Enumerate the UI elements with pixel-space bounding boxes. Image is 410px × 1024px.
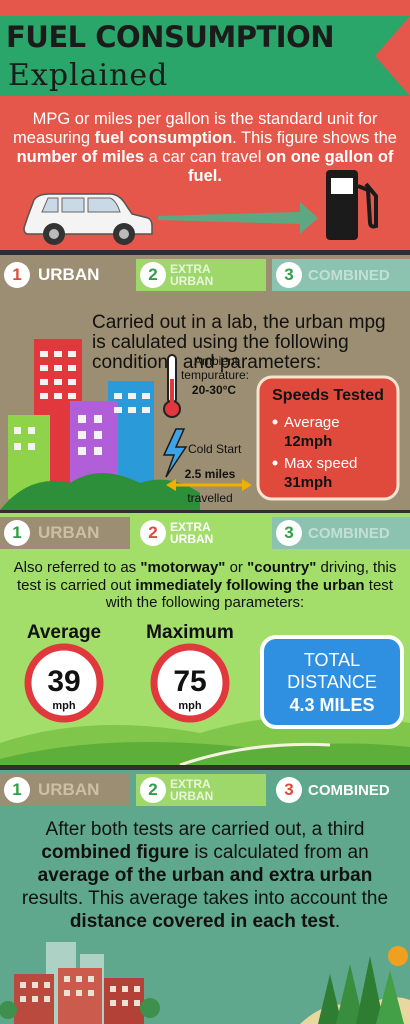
- tab-urban[interactable]: 1 URBAN: [0, 517, 130, 549]
- ambient-label-2: tempurature:: [181, 368, 249, 382]
- tab-label: URBAN: [38, 780, 100, 799]
- distance-label: travelled: [187, 491, 232, 505]
- tab-number: 3: [276, 262, 302, 288]
- tab-label: URBAN: [38, 265, 100, 284]
- tab-number: 1: [4, 262, 30, 288]
- tab-label: COMBINED: [308, 781, 390, 799]
- speeds-title: Speeds Tested: [272, 387, 384, 404]
- tab-label: URBAN: [38, 523, 100, 542]
- tab-urban[interactable]: 1 URBAN: [0, 259, 130, 291]
- car-to-pump-illustration: [23, 170, 378, 245]
- speed-value: 31mph: [284, 474, 332, 491]
- tab-label: COMBINED: [308, 524, 390, 542]
- extra-urban-description: Also referred to as "motorway" or "count…: [13, 559, 397, 611]
- tab-urban[interactable]: 1 URBAN: [0, 774, 130, 806]
- average-value: 39: [47, 665, 80, 698]
- maximum-label: Maximum: [146, 622, 234, 643]
- total-line-2: DISTANCE: [287, 672, 377, 692]
- speed-value: 12mph: [284, 433, 332, 450]
- combined-illustration: [0, 942, 410, 1024]
- total-distance-panel: [260, 635, 404, 729]
- average-unit: mph: [52, 700, 76, 712]
- total-line-1: TOTAL: [304, 650, 360, 670]
- distance-value: 2.5 miles: [185, 467, 236, 481]
- tab-number: 3: [276, 777, 302, 803]
- tab-number: 1: [4, 520, 30, 546]
- town-buildings-icon: [0, 942, 160, 1024]
- tab-combined[interactable]: 3 COMBINED: [272, 517, 410, 549]
- distance-arrow-icon: [166, 479, 252, 491]
- tab-combined[interactable]: 3 COMBINED: [272, 259, 410, 291]
- speed-label: Average: [284, 414, 340, 431]
- urban-description: Carried out in a lab, the urban mpg is c…: [92, 312, 386, 373]
- total-line-3: 4.3 MILES: [289, 695, 374, 715]
- tab-extra-urban[interactable]: 2 EXTRA URBAN: [136, 517, 266, 549]
- intro-text: MPG or miles per gallon is the standard …: [13, 110, 397, 185]
- tab-extra-urban[interactable]: 2 EXTRA URBAN: [136, 774, 266, 806]
- tab-number: 2: [140, 520, 166, 546]
- maximum-value: 75: [173, 665, 206, 698]
- tab-label: EXTRA URBAN: [170, 520, 214, 546]
- cold-start-label: Cold Start: [188, 442, 242, 456]
- tab-extra-urban[interactable]: 2 EXTRA URBAN: [136, 259, 266, 291]
- ambient-label-1: Ambient: [194, 354, 239, 368]
- tab-number: 2: [140, 777, 166, 803]
- tab-number: 2: [140, 262, 166, 288]
- tab-label: EXTRA URBAN: [170, 262, 214, 288]
- average-speed-sign-icon: [24, 643, 104, 723]
- tab-number: 3: [276, 520, 302, 546]
- average-label: Average: [27, 622, 101, 643]
- fuel-pump-icon: [326, 170, 378, 240]
- lightning-icon: [162, 428, 188, 478]
- urban-illustration: Ambient tempurature: 20-30°C Cold Start …: [0, 339, 400, 510]
- speed-label: Max speed: [284, 455, 357, 472]
- road-icon: [179, 742, 331, 765]
- combined-description: After both tests are carried out, a thir…: [21, 819, 389, 932]
- combined-section: 1 URBAN 2 EXTRA URBAN 3 COMBINED After bo…: [0, 770, 410, 1024]
- tab-bar: 1 URBAN 2 EXTRA URBAN 3 COMBINED: [0, 255, 410, 295]
- arrow-icon: [158, 202, 318, 234]
- extra-urban-illustration: Average Maximum 39 mph 75 mph TOTAL DIST…: [0, 622, 410, 765]
- header-banner: FUEL CONSUMPTION Explained MPG or miles …: [0, 0, 410, 250]
- tab-bar: 1 URBAN 2 EXTRA URBAN 3 COMBINED: [0, 770, 410, 810]
- tab-number: 1: [4, 777, 30, 803]
- tab-combined[interactable]: 3 COMBINED: [272, 774, 410, 806]
- extra-urban-section: 1 URBAN 2 EXTRA URBAN 3 COMBINED Also ref…: [0, 513, 410, 765]
- title-line-1: FUEL CONSUMPTION: [6, 20, 335, 54]
- title-line-2: Explained: [8, 58, 169, 93]
- car-icon: [23, 193, 153, 245]
- tab-bar: 1 URBAN 2 EXTRA URBAN 3 COMBINED: [0, 513, 410, 553]
- title-ribbon: [0, 16, 410, 96]
- urban-section: 1 URBAN 2 EXTRA URBAN 3 COMBINED Carried …: [0, 255, 410, 510]
- tab-label: EXTRA URBAN: [170, 777, 214, 803]
- speeds-panel: [256, 375, 400, 501]
- thermometer-icon: [163, 354, 181, 418]
- tab-label: COMBINED: [308, 266, 390, 284]
- maximum-speed-sign-icon: [150, 643, 230, 723]
- forest-icon: [300, 946, 410, 1024]
- maximum-unit: mph: [178, 700, 202, 712]
- city-buildings-icon: [0, 339, 200, 510]
- ambient-value: 20-30°C: [192, 383, 236, 397]
